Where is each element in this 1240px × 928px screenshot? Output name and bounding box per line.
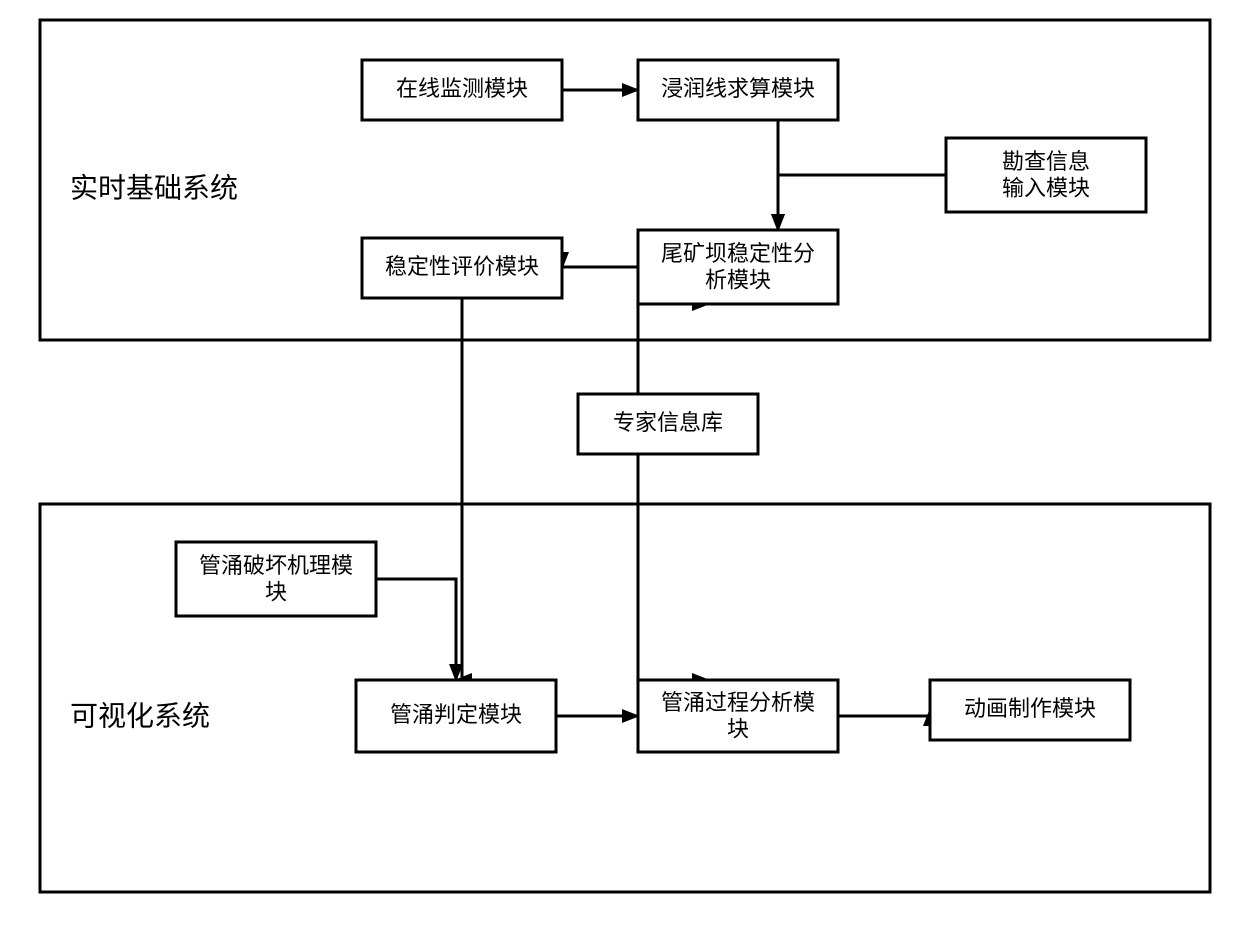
edge-n6-n9 [638,454,708,680]
node-label-n3: 勘查信息输入模块 [1002,149,1090,200]
edge-n6-n4 [638,304,708,394]
node-label-n5: 稳定性评价模块 [385,254,539,279]
edge-n7-n8 [376,579,456,680]
container-label-bottom: 可视化系统 [70,700,210,731]
node-label-n2: 浸润线求算模块 [661,76,815,101]
node-label-n1: 在线监测模块 [396,76,528,101]
node-label-n10: 动画制作模块 [964,696,1096,721]
edge-n3-n4 [778,175,946,230]
diagram-canvas: 实时基础系统可视化系统在线监测模块浸润线求算模块勘查信息输入模块尾矿坝稳定性分析… [0,0,1240,928]
node-label-n6: 专家信息库 [613,410,723,435]
edge-n4-n5 [562,267,638,268]
container-label-top: 实时基础系统 [70,172,238,203]
edge-n9-n10 [838,710,930,716]
node-label-n8: 管涌判定模块 [390,702,522,727]
